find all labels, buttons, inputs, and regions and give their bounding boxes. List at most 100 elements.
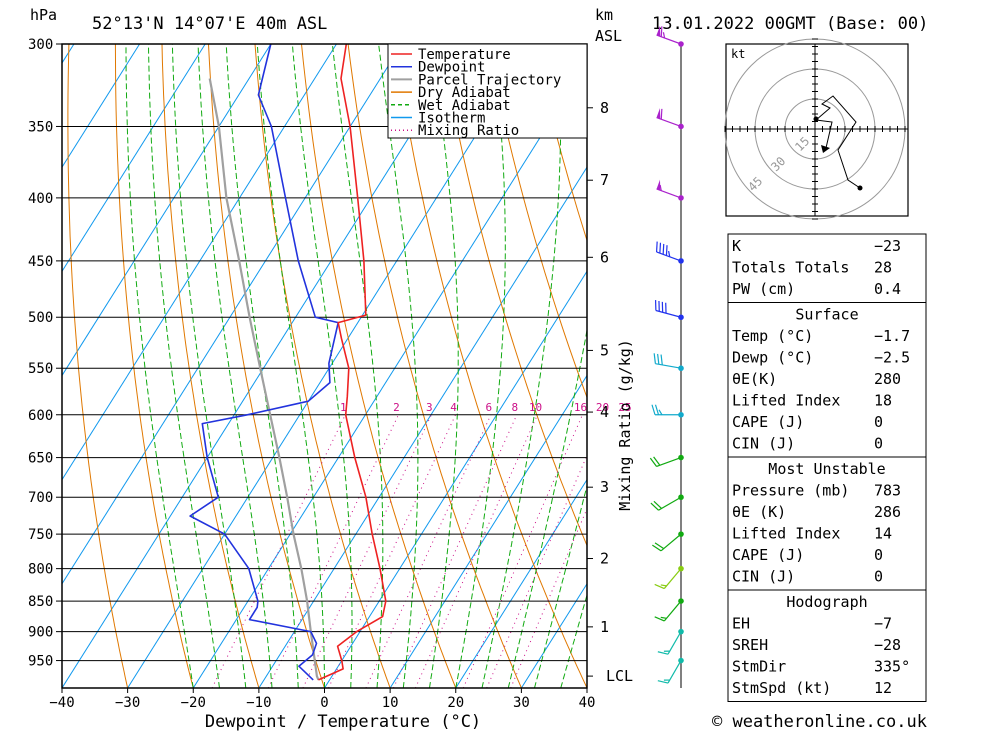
- most-unstable-indices-box: [727, 456, 927, 591]
- wet-adiabat-line: [171, 44, 247, 688]
- index-value: 0: [874, 435, 883, 453]
- dry-adiabat-line: [347, 44, 522, 688]
- wind-level-dot: [678, 628, 684, 635]
- height-tick-label: 1: [600, 618, 609, 636]
- dry-adiabat-line: [533, 44, 587, 243]
- isotherm-line: [62, 44, 272, 377]
- temperature-tick-label: 40: [579, 695, 596, 711]
- wind-level-dot: [678, 314, 684, 321]
- isotherm-line: [389, 374, 587, 688]
- hodograph-frame: [725, 43, 909, 217]
- pressure-tick-label: 950: [28, 654, 53, 670]
- pressure-tick-label: 300: [28, 37, 53, 53]
- mixing-ratio-lines: [211, 414, 587, 688]
- index-label: Lifted Index: [732, 525, 840, 543]
- isotherm-line: [62, 44, 469, 688]
- mixing-ratio-line: [211, 414, 346, 688]
- index-value: 12: [874, 679, 892, 697]
- isotherms: [62, 44, 587, 688]
- index-value: 0: [874, 568, 883, 586]
- wind-barb: [656, 179, 684, 201]
- wind-level-dot: [678, 123, 684, 130]
- isotherm-line: [127, 44, 534, 688]
- height-tick-label: 5: [600, 341, 609, 359]
- mixing-ratio-label: 3: [426, 401, 433, 414]
- wind-level-dot: [678, 531, 684, 537]
- wind-level-dot: [678, 365, 684, 372]
- wind-barb: [656, 108, 684, 130]
- wet-adiabat-line: [291, 44, 353, 688]
- wet-adiabat-line: [125, 44, 194, 688]
- hodograph-start-dot: [813, 116, 819, 122]
- temperature-line: [318, 44, 387, 681]
- wind-level-dot: [678, 195, 684, 201]
- isotherm-line: [62, 44, 403, 585]
- dry-adiabat-line: [114, 44, 194, 688]
- wet-adiabat-line: [507, 327, 587, 688]
- mixing-ratio-label: 10: [529, 401, 542, 414]
- mixing-ratio-line: [302, 414, 432, 688]
- parcel-trajectory-line: [208, 78, 320, 681]
- index-label: CIN (J): [732, 435, 795, 453]
- surface-indices-box: [727, 302, 927, 458]
- index-label: CIN (J): [732, 568, 795, 586]
- index-label: Dewp (°C): [732, 349, 813, 367]
- wet-adiabat-line: [197, 44, 273, 688]
- temperature-tick-label: −40: [49, 695, 74, 711]
- general-indices-box: [727, 233, 927, 303]
- temperature-tick-label: −20: [181, 695, 206, 711]
- index-value: −2.5: [874, 349, 910, 367]
- temperature-labels: −40 −30 −20 −10 0 10 20 30 40: [49, 688, 595, 711]
- km-unit-label: km: [595, 6, 613, 24]
- hodograph-unit: kt: [731, 47, 745, 61]
- pressure-tick-label: 600: [28, 408, 53, 424]
- hodograph-indices-title: Hodograph: [786, 593, 867, 611]
- most-unstable-indices-title: Most Unstable: [768, 460, 885, 478]
- wet-adiabat-line: [455, 44, 506, 688]
- profiles: [189, 44, 387, 681]
- plot-frame: [61, 43, 588, 689]
- index-label: θE (K): [732, 503, 786, 521]
- dry-adiabat-line: [953, 44, 1000, 688]
- wet-adiabat-line: [481, 44, 562, 688]
- isotherm-line: [192, 62, 587, 688]
- wet-adiabat-line: [225, 44, 299, 688]
- wind-level-dot: [678, 657, 684, 664]
- storm-motion-arrow: [821, 145, 830, 153]
- height-tick-label: 4: [600, 403, 609, 421]
- temperature-tick-label: −10: [246, 695, 271, 711]
- pressure-tick-label: 500: [28, 310, 53, 326]
- hodograph-indices: Hodograph EH −7 SREH −28 StmDir 335° StmSpd (kt…: [727, 589, 927, 702]
- index-value: −28: [874, 636, 901, 654]
- legend-label: Temperature: [418, 47, 511, 63]
- index-value: 335°: [874, 658, 910, 676]
- dry-adiabat-line: [301, 44, 457, 688]
- index-value: 28: [874, 259, 892, 277]
- wet-adiabat-line: [560, 593, 587, 688]
- height-tick-label: 3: [600, 478, 609, 496]
- dry-adiabat-line: [208, 44, 325, 688]
- legend-label: Parcel Trajectory: [418, 72, 561, 88]
- index-label: Totals Totals: [732, 259, 849, 277]
- height-tick-label: 2: [600, 550, 609, 568]
- wind-level-dot: [678, 598, 684, 604]
- index-label: PW (cm): [732, 280, 795, 298]
- surface-indices: Surface Temp (°C) −1.7 Dewp (°C) −2.5 θE(K) 28…: [727, 302, 927, 458]
- height-tick-label: 8: [600, 99, 609, 117]
- pressure-tick-label: 700: [28, 490, 53, 506]
- isotherm-line: [62, 44, 206, 273]
- wind-barb: [654, 565, 684, 590]
- index-label: Temp (°C): [732, 327, 813, 345]
- isotherm-line: [62, 44, 141, 169]
- x-axis-title: Dewpoint / Temperature (°C): [205, 712, 481, 732]
- wind-level-dot: [678, 454, 684, 461]
- pressure-tick-label: 450: [28, 254, 53, 270]
- index-label: StmDir: [732, 658, 786, 676]
- mixing-ratio-label: 20: [596, 401, 609, 414]
- height-tick-label: 7: [600, 171, 609, 189]
- pressure-tick-label: 800: [28, 562, 53, 578]
- wet-adiabat-line: [534, 483, 587, 688]
- mixing-ratio-label: 16: [574, 401, 587, 414]
